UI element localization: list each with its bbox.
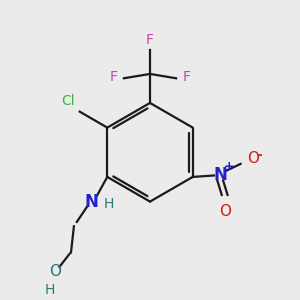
Text: Cl: Cl <box>61 94 74 108</box>
Text: F: F <box>146 33 154 47</box>
Text: O: O <box>247 151 259 166</box>
Text: N: N <box>84 193 98 211</box>
Text: H: H <box>103 197 114 212</box>
Text: H: H <box>45 283 55 297</box>
Text: F: F <box>110 70 118 84</box>
Text: +: + <box>224 160 234 173</box>
Text: -: - <box>256 148 262 162</box>
Text: O: O <box>219 204 231 219</box>
Text: N: N <box>213 167 227 184</box>
Text: O: O <box>49 264 61 279</box>
Text: F: F <box>182 70 190 84</box>
